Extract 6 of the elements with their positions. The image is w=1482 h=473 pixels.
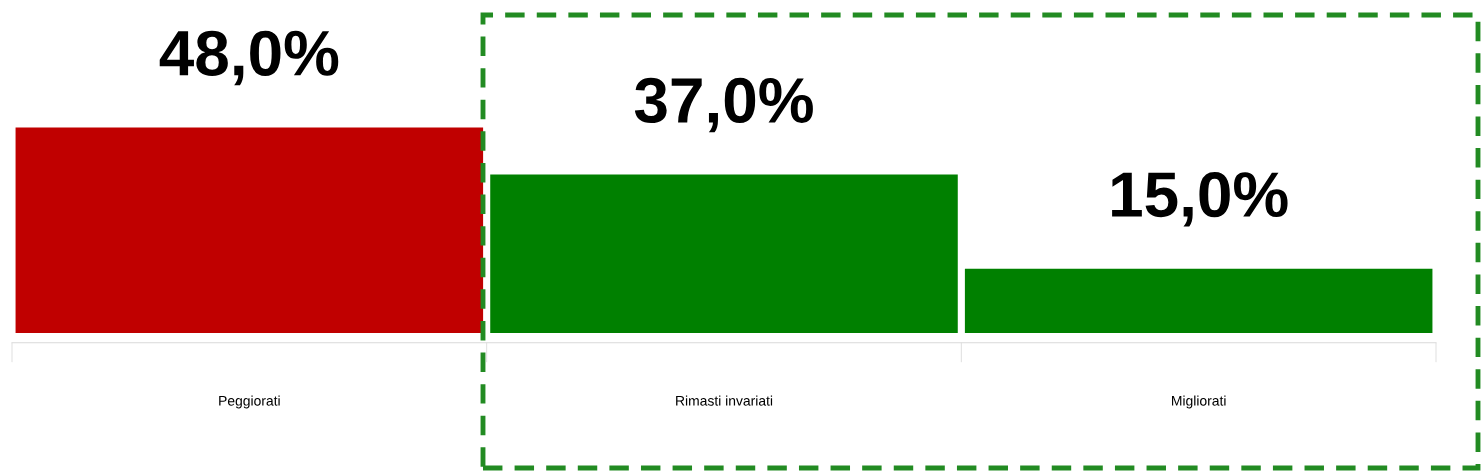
x-tick-label: Peggiorati: [219, 395, 280, 409]
data-label: 15,0%: [1112, 172, 1288, 227]
data-label: 37,0%: [634, 77, 813, 133]
x-tick-label: Migliorati: [1172, 395, 1226, 409]
data-label: 48,0%: [159, 30, 339, 86]
x-tick-label: Rimasti invariati: [676, 395, 773, 406]
